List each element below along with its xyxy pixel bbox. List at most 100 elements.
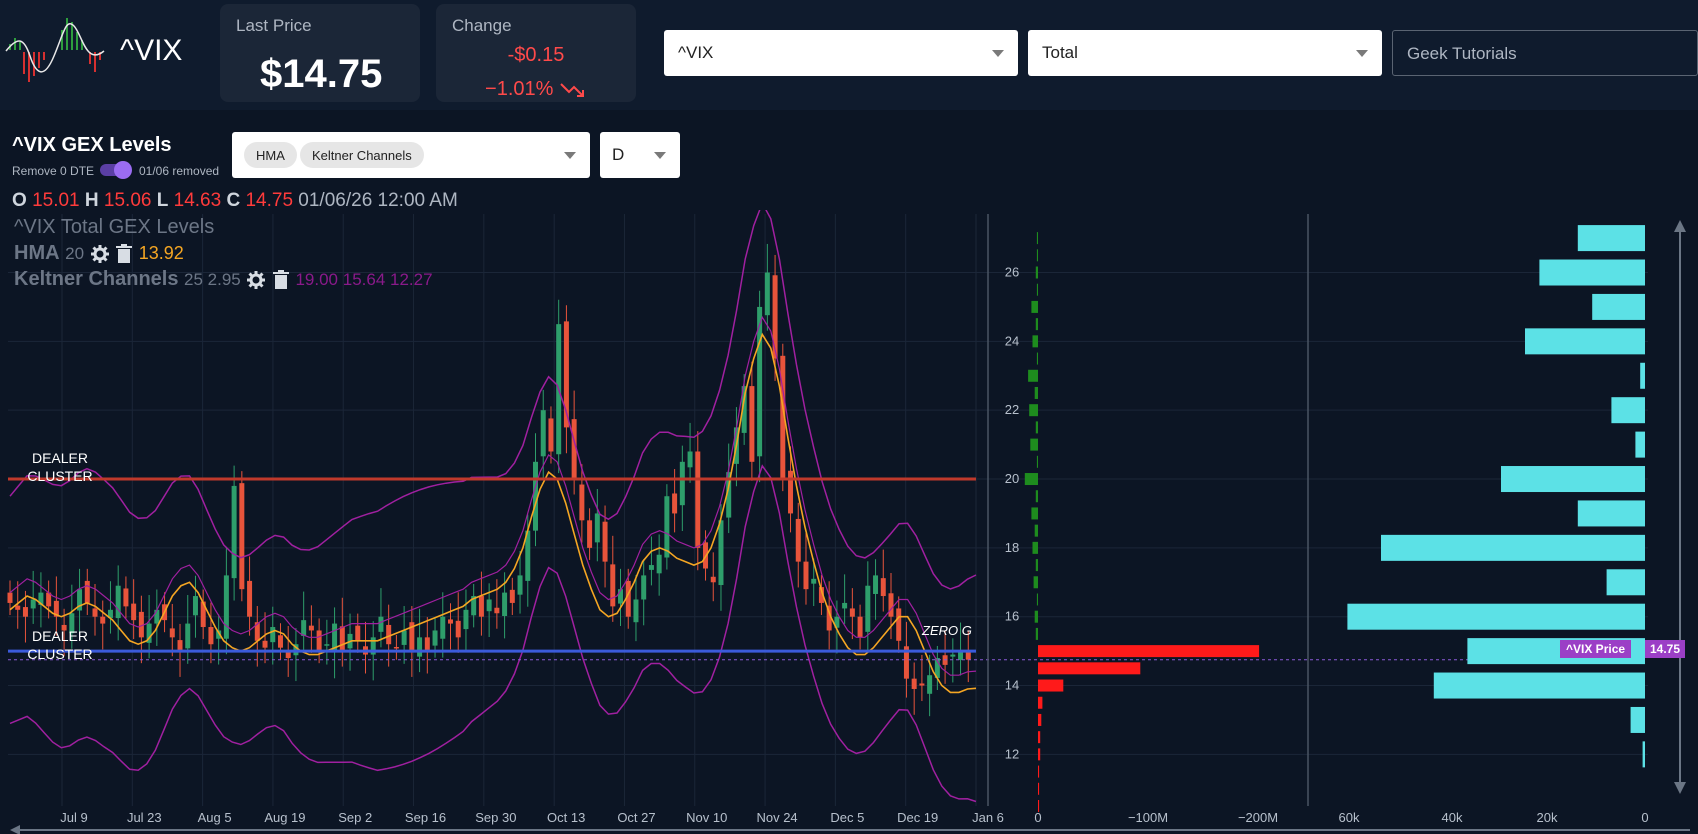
trash-icon[interactable] bbox=[115, 243, 133, 264]
ohlc-date: 01/06/26 12:00 AM bbox=[298, 190, 458, 211]
ohlc-o-label: O bbox=[12, 190, 27, 211]
price-tag-value: 14.75 bbox=[1645, 640, 1686, 658]
candle bbox=[695, 451, 701, 548]
candle bbox=[107, 609, 113, 619]
net-gex-bar bbox=[1036, 352, 1038, 365]
candle bbox=[950, 654, 956, 657]
candle bbox=[77, 589, 83, 611]
candle bbox=[618, 589, 624, 604]
call-gex-bar bbox=[1592, 293, 1645, 320]
candle bbox=[386, 624, 392, 645]
candle bbox=[834, 616, 840, 628]
call-gex-tick-label: 20k bbox=[1537, 810, 1558, 825]
net-gex-tick-label: −100M bbox=[1128, 810, 1168, 825]
candle bbox=[749, 386, 755, 462]
x-tick-label: Jul 23 bbox=[127, 810, 162, 825]
call-gex-bar bbox=[1640, 362, 1645, 389]
net-gex-bar bbox=[1035, 266, 1038, 279]
candle bbox=[610, 564, 616, 607]
candle bbox=[308, 625, 314, 631]
candle bbox=[741, 386, 747, 433]
legend-keltner-values: 19.00 15.64 12.27 bbox=[295, 270, 433, 289]
candle bbox=[316, 630, 322, 652]
call-gex-bar bbox=[1525, 328, 1645, 355]
candle bbox=[772, 275, 778, 359]
net-gex-bar bbox=[1029, 404, 1038, 417]
candle bbox=[764, 272, 770, 316]
candle bbox=[393, 646, 399, 649]
net-gex-bar bbox=[1038, 782, 1040, 795]
trend-down-icon bbox=[560, 83, 584, 97]
candle bbox=[185, 623, 191, 649]
candle bbox=[873, 575, 879, 594]
net-gex-bar bbox=[1036, 232, 1038, 245]
gex-chart[interactable]: Jul 9 Jul 23 Aug 5 Aug 19 Sep 2 Sep 16 Sep 30 O… bbox=[0, 210, 1698, 834]
candle bbox=[934, 658, 940, 678]
chip-keltner[interactable]: Keltner Channels bbox=[300, 142, 424, 168]
candle bbox=[679, 461, 685, 506]
gex-type-select[interactable]: Total bbox=[1028, 30, 1382, 76]
x-tick-label: Dec 19 bbox=[897, 810, 938, 825]
candle bbox=[710, 576, 716, 583]
gear-icon[interactable] bbox=[246, 270, 266, 290]
chip-hma[interactable]: HMA bbox=[244, 142, 297, 168]
tutorials-select[interactable]: Geek Tutorials bbox=[1392, 30, 1698, 76]
scroll-left-arrow-icon[interactable] bbox=[10, 825, 20, 834]
dealer-cluster-upper-line1: DEALER bbox=[31, 450, 89, 466]
candle bbox=[270, 627, 276, 643]
call-gex-bar bbox=[1577, 500, 1645, 527]
candle bbox=[788, 470, 794, 514]
last-price-card: Last Price $14.75 bbox=[220, 4, 420, 102]
candle bbox=[803, 561, 809, 590]
net-gex-bar bbox=[1033, 576, 1038, 589]
candle bbox=[795, 518, 801, 562]
candle bbox=[455, 620, 461, 638]
ohlc-readout: O 15.01 H 15.06 L 14.63 C 14.75 01/06/26… bbox=[12, 190, 458, 212]
removed-date-label: 01/06 removed bbox=[139, 164, 220, 178]
candle bbox=[146, 623, 152, 643]
candle bbox=[726, 472, 732, 518]
candle bbox=[440, 616, 446, 639]
indicator-select[interactable]: HMA Keltner Channels bbox=[232, 132, 590, 178]
candle bbox=[7, 592, 13, 603]
call-gex-bar bbox=[1347, 603, 1645, 630]
candle bbox=[69, 613, 75, 634]
remove-0dte-toggle[interactable] bbox=[100, 161, 132, 179]
candle bbox=[818, 587, 824, 603]
ohlc-l-label: L bbox=[156, 190, 169, 211]
net-gex-bar bbox=[1038, 696, 1043, 709]
timeframe-select[interactable]: D bbox=[600, 132, 680, 178]
candle bbox=[131, 603, 137, 621]
candle bbox=[664, 496, 670, 558]
candle bbox=[656, 554, 662, 574]
call-gex-bar bbox=[1642, 741, 1645, 768]
gex-type-select-value: Total bbox=[1042, 43, 1078, 62]
call-gex-tick-label: 40k bbox=[1442, 810, 1463, 825]
candle bbox=[223, 575, 229, 639]
dealer-cluster-lower-line1: DEALER bbox=[31, 628, 89, 644]
net-gex-bar bbox=[1032, 541, 1038, 554]
candle bbox=[138, 611, 144, 638]
net-gex-bar bbox=[1038, 800, 1040, 812]
candle bbox=[247, 580, 253, 617]
candle bbox=[509, 589, 515, 603]
gear-icon[interactable] bbox=[90, 244, 110, 264]
price-tag-label: ^VIX Price bbox=[1560, 640, 1632, 658]
net-gex-bar bbox=[1035, 490, 1038, 503]
candle bbox=[857, 616, 863, 638]
change-title: Change bbox=[452, 16, 512, 35]
call-gex-bar bbox=[1635, 431, 1645, 458]
symbol-select[interactable]: ^VIX bbox=[664, 30, 1018, 76]
ohlc-high: 15.06 bbox=[103, 190, 152, 211]
candle bbox=[15, 605, 21, 610]
candle bbox=[633, 599, 639, 623]
candle bbox=[192, 596, 198, 616]
scroll-down-arrow-icon[interactable] bbox=[1674, 782, 1686, 794]
candle bbox=[417, 637, 423, 657]
trash-icon[interactable] bbox=[272, 269, 290, 290]
x-tick-label: Aug 5 bbox=[198, 810, 232, 825]
call-gex-bar bbox=[1433, 672, 1645, 699]
candle bbox=[865, 585, 871, 632]
candle bbox=[123, 588, 129, 607]
scroll-up-arrow-icon[interactable] bbox=[1674, 220, 1686, 232]
